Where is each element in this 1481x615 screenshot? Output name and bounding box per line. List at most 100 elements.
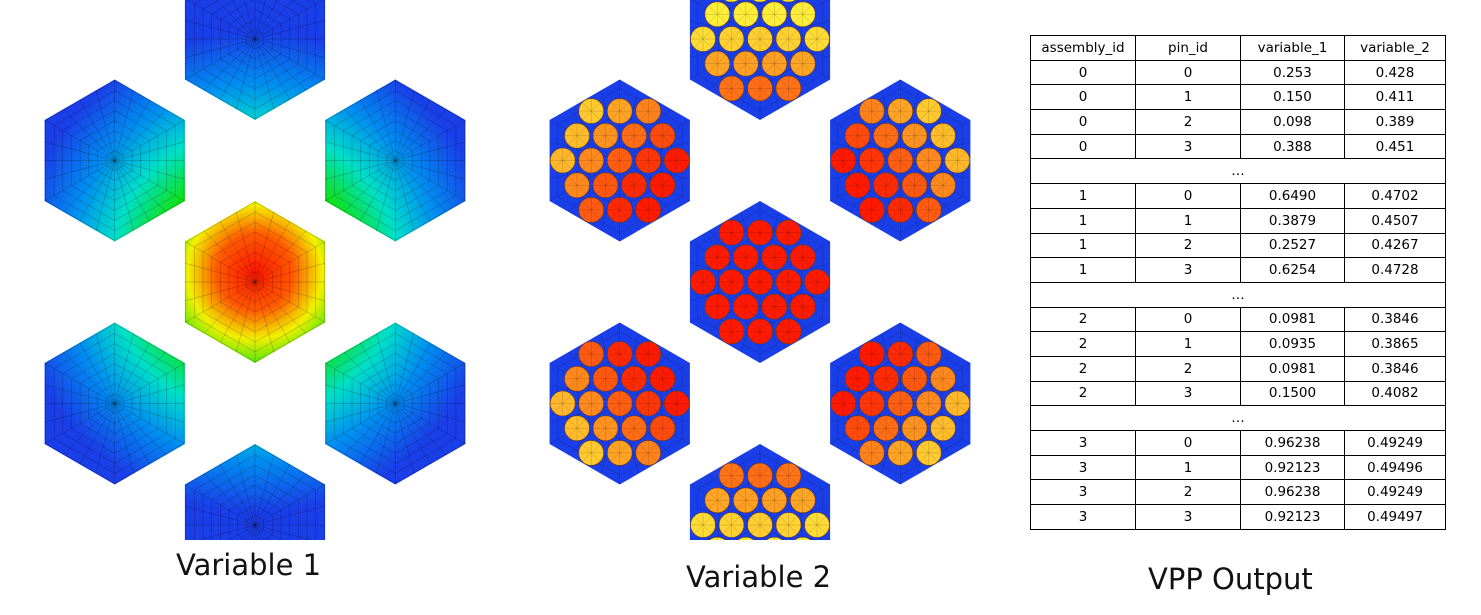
fuel-pin (901, 123, 928, 149)
variable-1-core-shape (44, 0, 466, 540)
fuel-pin (858, 98, 885, 124)
table-header-row: assembly_id pin_id variable_1 variable_2 (1030, 35, 1446, 61)
fuel-pin (915, 390, 942, 417)
fuel-pin (804, 269, 830, 295)
table-cell: 0.3865 (1344, 331, 1446, 357)
fuel-pin (592, 415, 619, 442)
fuel-pin (649, 172, 676, 198)
table-cell: 1 (1030, 183, 1136, 209)
table-cell: 1 (1030, 257, 1136, 283)
fuel-pin (858, 197, 885, 223)
fuel-pin (747, 462, 773, 489)
table-row: 3 3 0.92123 0.49497 (1030, 504, 1446, 530)
fuel-pin (564, 123, 590, 149)
table-cell: 0.2527 (1240, 232, 1345, 259)
fuel-pin (578, 147, 604, 174)
fuel-pin (733, 1, 759, 28)
fuel-pin (747, 512, 773, 538)
table-cell: 3 (1135, 380, 1241, 407)
fuel-pin (718, 26, 745, 52)
fuel-pin (704, 244, 731, 271)
table-cell: 2 (1135, 355, 1241, 382)
fuel-pin (704, 50, 731, 77)
table-cell: 0.4507 (1344, 207, 1446, 234)
fuel-pin (887, 147, 914, 174)
table-cell: 3 (1135, 504, 1241, 530)
fuel-pin (549, 147, 576, 174)
table-cell: 0 (1135, 183, 1241, 209)
table-cell: 3 (1030, 479, 1136, 506)
table-cell: 0.1500 (1240, 380, 1345, 407)
table-ellipsis-row: … (1030, 158, 1446, 185)
fuel-pin (564, 365, 590, 392)
table-row: 3 1 0.92123 0.49496 (1030, 454, 1446, 481)
fuel-pin (635, 341, 661, 367)
table-cell: 1 (1030, 207, 1136, 234)
table-row: 1 2 0.2527 0.4267 (1030, 232, 1446, 259)
table-cell: 0 (1135, 430, 1241, 456)
fuel-pin (858, 390, 885, 417)
table-row: 2 2 0.0981 0.3846 (1030, 355, 1446, 382)
table-row: 2 1 0.0935 0.3865 (1030, 331, 1446, 357)
fuel-pin (564, 415, 590, 442)
fuel-pin (901, 365, 928, 392)
fuel-pin (549, 390, 576, 417)
fuel-pin (858, 440, 885, 466)
fuel-pin (844, 172, 871, 198)
table-cell: 0.253 (1240, 59, 1345, 86)
fuel-pin (718, 269, 745, 295)
fuel-pin (873, 123, 899, 149)
fuel-pin (690, 512, 716, 538)
fuel-pin (635, 197, 661, 223)
fuel-pin (635, 440, 661, 466)
fuel-pin (718, 462, 745, 489)
table-cell: 0.49497 (1344, 504, 1446, 530)
fuel-pin (775, 26, 802, 52)
table-cell: 1 (1135, 84, 1241, 111)
table-cell: 0.92123 (1240, 454, 1345, 481)
table-cell: 1 (1030, 232, 1136, 259)
fuel-pin (578, 98, 604, 124)
table-cell: 3 (1030, 430, 1136, 456)
table-cell: 0.0935 (1240, 331, 1345, 357)
table-ellipsis: … (1030, 281, 1446, 308)
table-cell: 0.4082 (1344, 380, 1446, 407)
fuel-pin (887, 197, 914, 223)
fuel-pin (789, 293, 816, 320)
table-cell: 3 (1030, 504, 1136, 530)
caption-variable-2: Variable 2 (686, 560, 832, 594)
variable-2-pins (549, 0, 971, 540)
table-cell: 0.3879 (1240, 207, 1345, 234)
table-cell: 0.428 (1344, 59, 1446, 86)
table-cell: 2 (1030, 355, 1136, 382)
fuel-pin (592, 123, 619, 149)
table-cell: 0.0981 (1240, 355, 1345, 382)
table-row: 3 0 0.96238 0.49249 (1030, 430, 1446, 456)
table-cell: 0.098 (1240, 109, 1345, 135)
table-row: 2 0 0.0981 0.3846 (1030, 306, 1446, 333)
fuel-pin (592, 365, 619, 392)
fuel-pin (747, 219, 773, 246)
fuel-pin (901, 415, 928, 442)
table-cell: 0.96238 (1240, 430, 1345, 456)
fuel-pin (775, 269, 802, 295)
fuel-pin (606, 390, 633, 417)
fuel-pin (578, 390, 604, 417)
fuel-pin (930, 172, 956, 198)
fuel-pin (747, 269, 773, 295)
fuel-pin (873, 415, 899, 442)
table-cell: 2 (1030, 306, 1136, 333)
table-header-cell: variable_1 (1240, 35, 1345, 61)
fuel-pin (858, 341, 885, 367)
fuel-pin (663, 147, 690, 174)
caption-variable-1: Variable 1 (176, 548, 322, 582)
table-cell: 0 (1030, 133, 1136, 160)
fuel-pin (733, 293, 759, 320)
fuel-pin (649, 365, 676, 392)
table-cell: 0.389 (1344, 109, 1446, 135)
fuel-pin (733, 487, 759, 514)
table-cell: 2 (1135, 232, 1241, 259)
fuel-pin (621, 415, 647, 442)
fuel-pin (804, 512, 830, 538)
table-cell: 0.451 (1344, 133, 1446, 160)
